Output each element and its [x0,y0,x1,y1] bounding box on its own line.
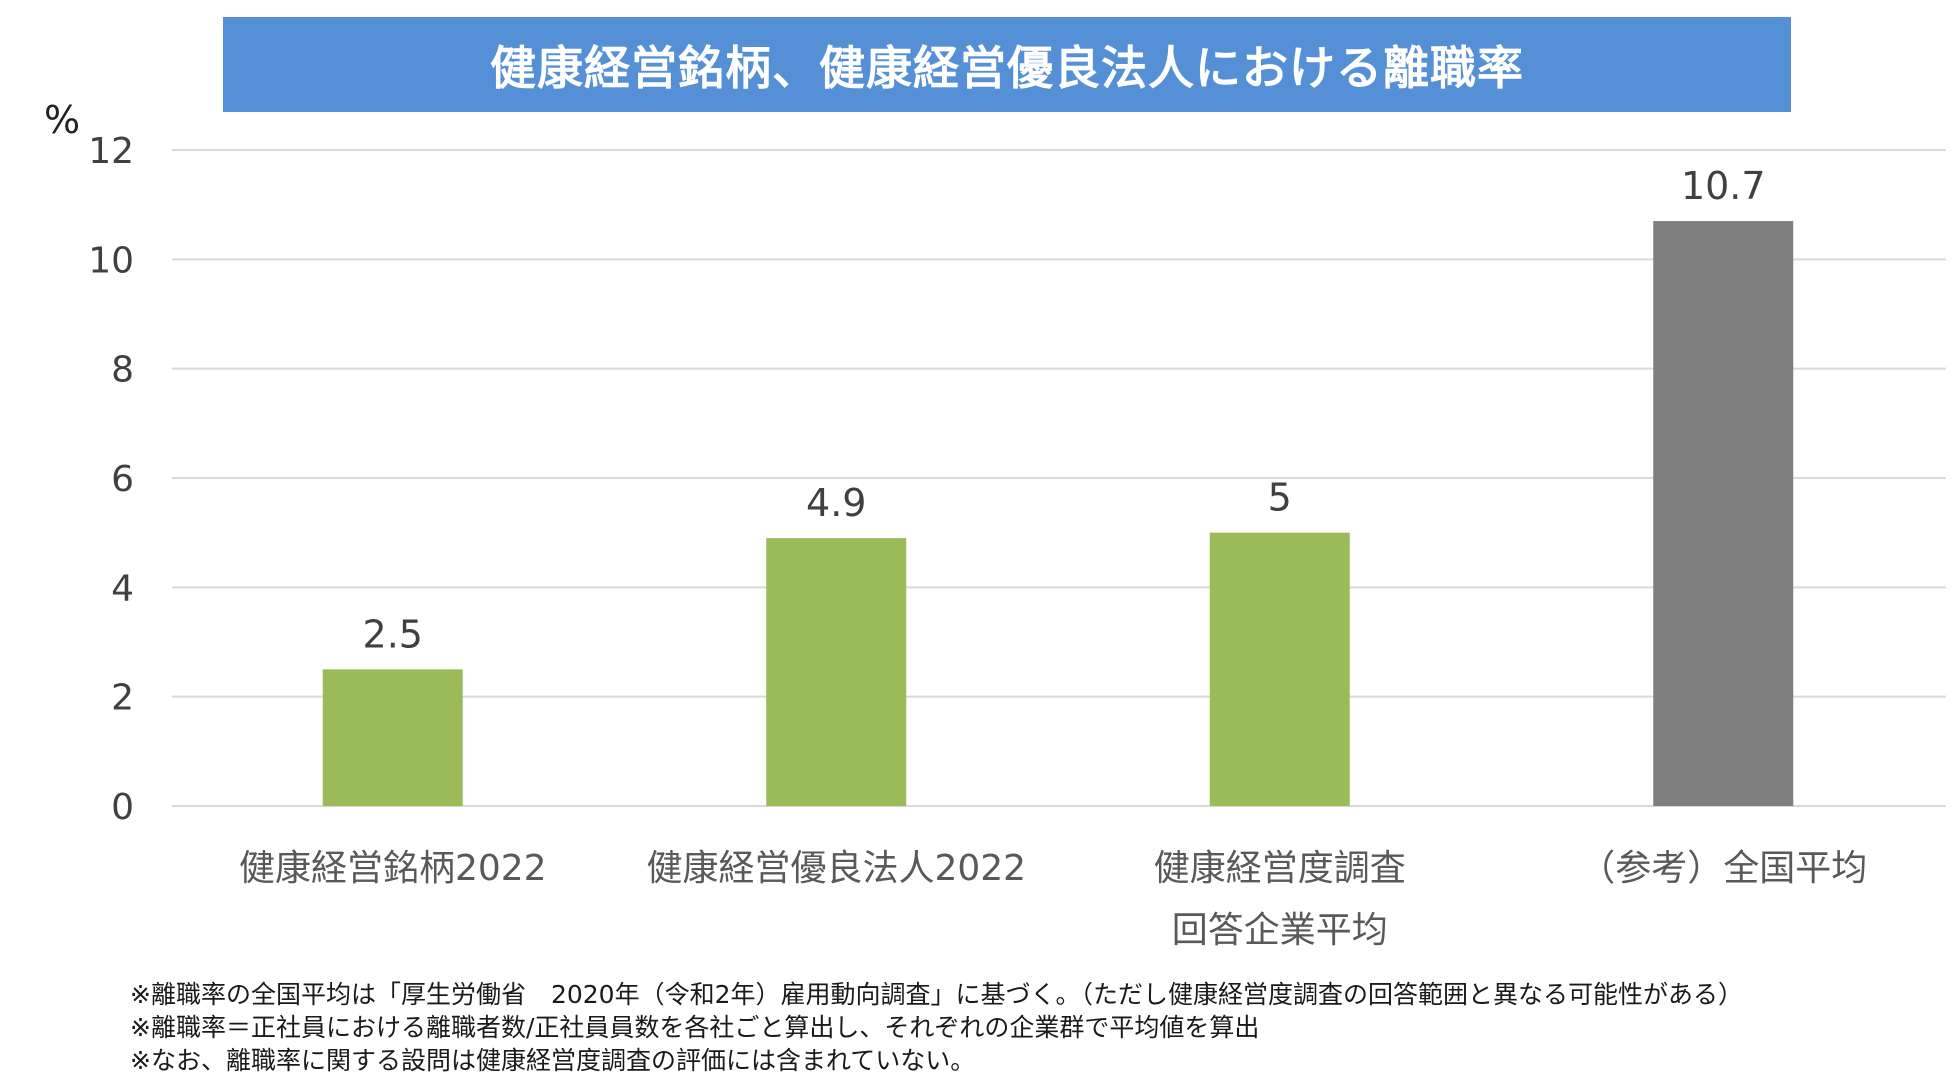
y-tick-label: 2 [111,678,134,719]
data-label: 4.9 [806,481,866,525]
data-label: 10.7 [1681,164,1766,208]
y-axis-unit-label: % [44,98,81,142]
y-tick-label: 0 [111,787,134,828]
x-category-label: 健康経営度調査 [1154,848,1406,889]
bar [1209,532,1350,806]
y-tick-label: 4 [111,568,134,609]
bar [1653,221,1794,807]
x-category-label: 回答企業平均 [1172,910,1388,951]
footnote-1: ※離職率の全国平均は「厚生労働省 2020年（令和2年）雇用動向調査」に基づく。… [130,980,1743,1009]
y-tick-label: 10 [88,240,134,281]
bar [766,538,907,806]
data-label: 2.5 [363,612,423,656]
y-tick-label: 12 [88,131,134,172]
chart-title: 健康経営銘柄、健康経営優良法人における離職率 [223,17,1791,112]
y-tick-label: 6 [111,459,134,500]
x-category-label: （参考）全国平均 [1579,848,1867,889]
x-category-label: 健康経営銘柄2022 [239,848,547,889]
bar [322,669,463,806]
footnotes: ※離職率の全国平均は「厚生労働省 2020年（令和2年）雇用動向調査」に基づく。… [130,978,1743,1077]
y-tick-label: 8 [111,350,134,391]
data-label: 5 [1268,476,1292,520]
footnote-3: ※なお、離職率に関する設問は健康経営度調査の評価には含まれていない。 [130,1046,976,1075]
footnote-2: ※離職率＝正社員における離職者数/正社員員数を各社ごと算出し、それぞれの企業群で… [130,1013,1260,1042]
bar-chart: 0 2 4 6 8 10 12 2.5 健康経営銘柄2022 4.9 健康経営優良法人2022 5 健康… [88,131,1946,951]
x-category-label: 健康経営優良法人2022 [646,848,1026,889]
